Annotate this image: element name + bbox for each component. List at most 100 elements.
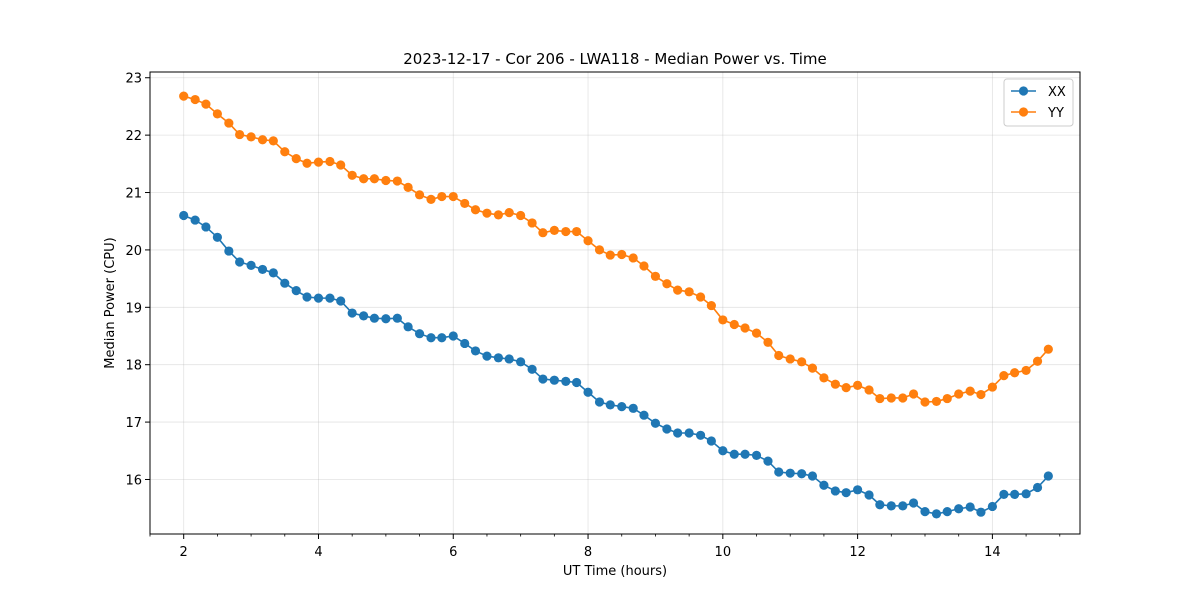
data-point-yy <box>954 389 964 399</box>
y-tick-label: 20 <box>125 244 142 259</box>
data-point-yy <box>807 363 818 373</box>
data-point-yy <box>482 208 492 218</box>
data-point-yy <box>426 194 436 205</box>
data-point-xx <box>426 333 436 343</box>
data-point-xx <box>875 500 885 510</box>
data-point-xx <box>336 296 346 306</box>
series-layer <box>179 91 1053 519</box>
data-point-xx <box>639 410 649 420</box>
legend-marker <box>1018 107 1029 117</box>
data-point-xx <box>1021 489 1031 499</box>
data-point-xx <box>1043 471 1053 481</box>
data-point-xx <box>920 507 930 517</box>
data-point-yy <box>740 323 750 333</box>
data-point-yy <box>246 132 256 142</box>
data-point-xx <box>908 498 919 508</box>
data-point-yy <box>302 158 312 168</box>
data-point-xx <box>965 502 975 512</box>
chart-title: 2023-12-17 - Cor 206 - LWA118 - Median P… <box>403 50 827 68</box>
data-point-yy <box>898 393 908 403</box>
plot-frame <box>149 71 1081 535</box>
data-point-xx <box>729 449 739 459</box>
series-yy <box>179 91 1053 407</box>
data-point-xx <box>999 489 1009 499</box>
data-point-xx <box>392 313 402 323</box>
data-point-yy <box>1021 365 1031 376</box>
data-point-xx <box>1010 489 1020 499</box>
data-point-xx <box>179 210 189 221</box>
data-point-xx <box>414 329 425 339</box>
data-point-xx <box>538 374 548 384</box>
data-point-xx <box>695 430 706 440</box>
data-point-xx <box>212 232 222 242</box>
data-point-xx <box>628 403 638 413</box>
data-point-xx <box>853 485 863 495</box>
data-point-xx <box>751 450 762 460</box>
data-point-yy <box>987 382 997 392</box>
data-point-xx <box>437 333 447 343</box>
data-point-yy <box>886 393 896 403</box>
data-point-yy <box>729 319 739 330</box>
data-point-xx <box>797 469 807 479</box>
data-point-yy <box>875 393 885 404</box>
data-point-yy <box>437 191 447 202</box>
data-point-xx <box>886 501 896 511</box>
legend-label: XX <box>1048 85 1066 100</box>
data-point-xx <box>470 346 481 356</box>
data-point-xx <box>246 260 256 271</box>
data-point-yy <box>662 279 672 289</box>
data-point-yy <box>561 226 571 237</box>
y-tick-label: 21 <box>125 187 142 202</box>
data-point-yy <box>931 396 942 407</box>
data-point-xx <box>381 314 391 324</box>
data-point-xx <box>549 375 559 385</box>
data-point-yy <box>999 371 1009 381</box>
data-point-xx <box>650 418 661 428</box>
data-point-xx <box>864 490 874 500</box>
x-axis: 2 4 6 8 10 12 14 <box>149 534 1061 560</box>
data-point-xx <box>482 351 492 361</box>
data-point-xx <box>268 268 278 278</box>
data-point-yy <box>212 109 222 119</box>
data-point-xx <box>954 504 964 514</box>
data-point-yy <box>617 249 627 260</box>
data-point-yy <box>527 218 537 228</box>
data-point-yy <box>819 373 829 383</box>
data-point-xx <box>369 313 380 323</box>
data-point-yy <box>392 176 402 186</box>
legend-item-xx: XX <box>1011 85 1066 100</box>
data-point-yy <box>235 129 245 140</box>
data-point-yy <box>706 300 716 311</box>
data-point-yy <box>414 190 425 200</box>
data-point-xx <box>987 501 997 512</box>
data-point-yy <box>718 315 728 325</box>
data-point-xx <box>527 364 537 374</box>
data-point-yy <box>965 386 975 396</box>
data-point-xx <box>313 293 324 303</box>
data-point-yy <box>1032 356 1043 366</box>
data-point-xx <box>302 292 312 302</box>
x-tick-label: 10 <box>715 545 732 560</box>
data-point-xx <box>673 428 683 438</box>
data-point-xx <box>706 436 716 446</box>
data-point-xx <box>257 264 268 275</box>
y-tick-label: 19 <box>125 301 142 316</box>
data-point-xx <box>684 428 694 438</box>
x-tick-label: 2 <box>180 545 188 560</box>
data-point-xx <box>976 507 986 517</box>
x-tick-label: 14 <box>984 545 1001 560</box>
data-point-yy <box>179 91 189 101</box>
data-point-xx <box>662 424 672 434</box>
data-point-xx <box>718 446 728 456</box>
data-point-yy <box>695 292 706 302</box>
x-tick-label: 4 <box>314 545 322 560</box>
data-point-yy <box>942 393 952 404</box>
data-point-yy <box>920 397 930 407</box>
data-point-yy <box>538 228 548 238</box>
data-point-yy <box>470 205 481 215</box>
data-point-xx <box>448 331 458 341</box>
data-point-xx <box>571 377 582 388</box>
data-point-yy <box>594 245 605 255</box>
data-point-yy <box>257 135 268 145</box>
